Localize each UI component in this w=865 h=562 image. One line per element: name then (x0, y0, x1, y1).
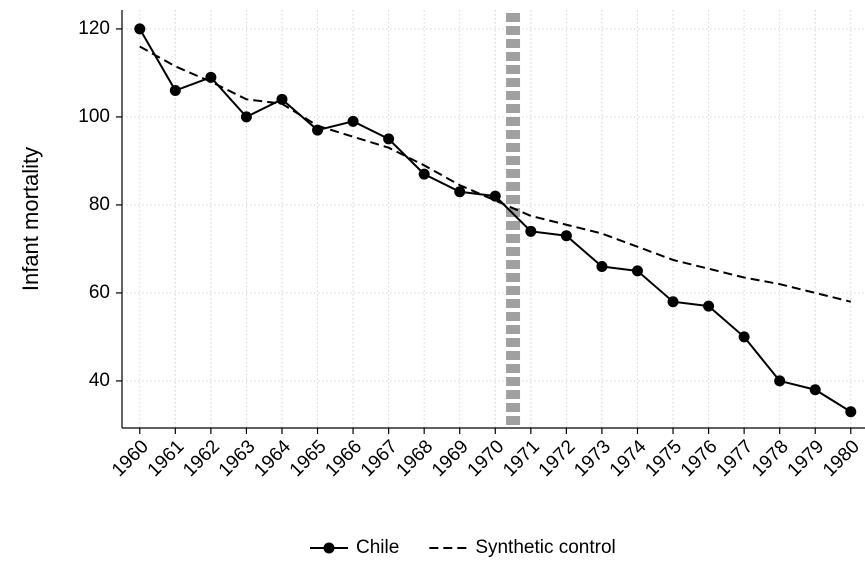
x-tick-label: 1968 (393, 436, 438, 481)
data-point (454, 186, 466, 198)
data-point (845, 406, 857, 418)
y-axis-label: Infant mortality (18, 147, 43, 291)
x-tick-label: 1971 (499, 436, 544, 481)
x-tick-label: 1973 (570, 436, 615, 481)
x-tick-label: 1961 (144, 436, 189, 481)
data-point (738, 331, 750, 343)
y-tick-label: 60 (89, 282, 110, 303)
data-point (809, 384, 821, 396)
x-tick-label: 1976 (677, 436, 722, 481)
data-point (347, 115, 359, 127)
data-point (134, 23, 146, 35)
legend-label: Synthetic control (475, 537, 615, 558)
data-point (703, 300, 715, 312)
data-point (774, 375, 786, 387)
legend-label: Chile (356, 537, 399, 558)
data-point (667, 296, 679, 308)
x-tick-label: 1978 (748, 436, 793, 481)
x-tick-label: 1962 (179, 436, 224, 481)
x-tick-label: 1966 (321, 436, 366, 481)
x-tick-label: 1965 (286, 436, 331, 481)
data-point (560, 230, 572, 242)
data-point (596, 261, 608, 273)
x-tick-label: 1964 (250, 436, 295, 481)
x-tick-label: 1967 (357, 436, 402, 481)
x-tick-label: 1974 (606, 436, 651, 481)
x-tick-label: 1975 (641, 436, 686, 481)
data-point (205, 71, 217, 83)
x-tick-label: 1969 (428, 436, 473, 481)
x-tick-label: 1980 (819, 436, 864, 481)
data-point (418, 168, 430, 180)
x-tick-label: 1960 (108, 436, 153, 481)
x-tick-label: 1972 (535, 436, 580, 481)
data-point (489, 190, 501, 202)
data-point (169, 85, 181, 97)
data-point (631, 265, 643, 277)
y-tick-label: 40 (89, 370, 110, 391)
data-point (276, 93, 288, 105)
data-point (525, 225, 537, 237)
legend: Chile Synthetic control (310, 537, 616, 558)
data-point (240, 111, 252, 123)
x-tick-label: 1979 (784, 436, 829, 481)
series-line (139, 45, 852, 303)
x-tick-label: 1977 (712, 436, 757, 481)
legend-marker (323, 542, 335, 554)
y-tick-label: 120 (78, 18, 110, 39)
y-tick-label: 80 (89, 194, 110, 215)
x-tick-label: 1963 (215, 436, 260, 481)
y-tick-label: 100 (78, 106, 110, 127)
data-point (383, 133, 395, 145)
x-tick-label: 1970 (464, 436, 509, 481)
